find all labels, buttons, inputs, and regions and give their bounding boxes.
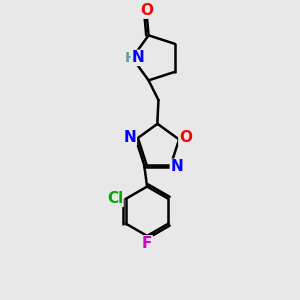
Text: F: F [142,236,152,251]
Text: H: H [124,51,136,65]
Text: N: N [131,50,144,65]
Text: Cl: Cl [107,191,123,206]
Text: O: O [179,130,192,145]
Text: N: N [170,159,183,174]
Text: N: N [124,130,136,145]
Text: O: O [140,3,153,18]
